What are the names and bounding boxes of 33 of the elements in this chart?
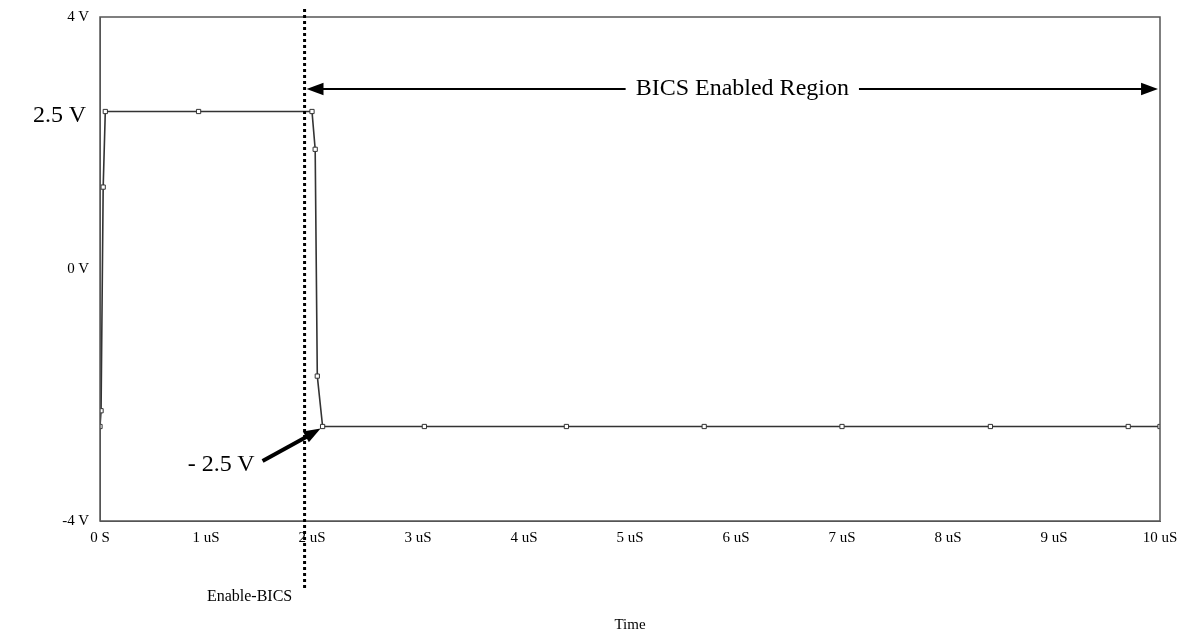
y-tick-label: -4 V	[62, 511, 90, 528]
x-axis-title: Time	[614, 615, 646, 632]
y-tick-label: 0 V	[67, 259, 90, 276]
point	[421, 423, 427, 430]
point	[312, 146, 318, 152]
point	[563, 423, 570, 430]
x-tick-label: 8 uS	[934, 528, 962, 545]
annotation: - 2.5 V	[187, 450, 256, 477]
point	[100, 408, 104, 414]
point	[987, 423, 994, 430]
point	[701, 423, 707, 430]
annotation: BICS Enabled Region	[635, 74, 849, 101]
x-tick-label: 0 S	[90, 528, 110, 545]
point	[1125, 423, 1131, 430]
point	[100, 184, 106, 190]
y-tick-label: 4 V	[67, 7, 90, 24]
x-tick-label: 7 uS	[828, 528, 856, 545]
annotation: 2.5 V	[33, 100, 87, 127]
text: Enable-BICS	[206, 587, 293, 605]
x-tick-label: 4 uS	[510, 528, 538, 545]
x-tick-label: 3 uS	[404, 528, 432, 545]
point	[102, 108, 108, 115]
x-tick-label: 9 uS	[1040, 528, 1068, 545]
x-tick-label: 6 uS	[722, 528, 750, 545]
point	[839, 423, 845, 430]
x-tick-label: 2 uS	[298, 528, 326, 545]
point	[314, 373, 320, 379]
point	[309, 108, 315, 115]
x-tick-label: 5 uS	[616, 528, 644, 545]
x-tick-label: 1 uS	[192, 528, 220, 545]
point	[319, 423, 326, 430]
point	[195, 108, 202, 115]
x-tick-label: 10 uS	[1142, 528, 1178, 545]
